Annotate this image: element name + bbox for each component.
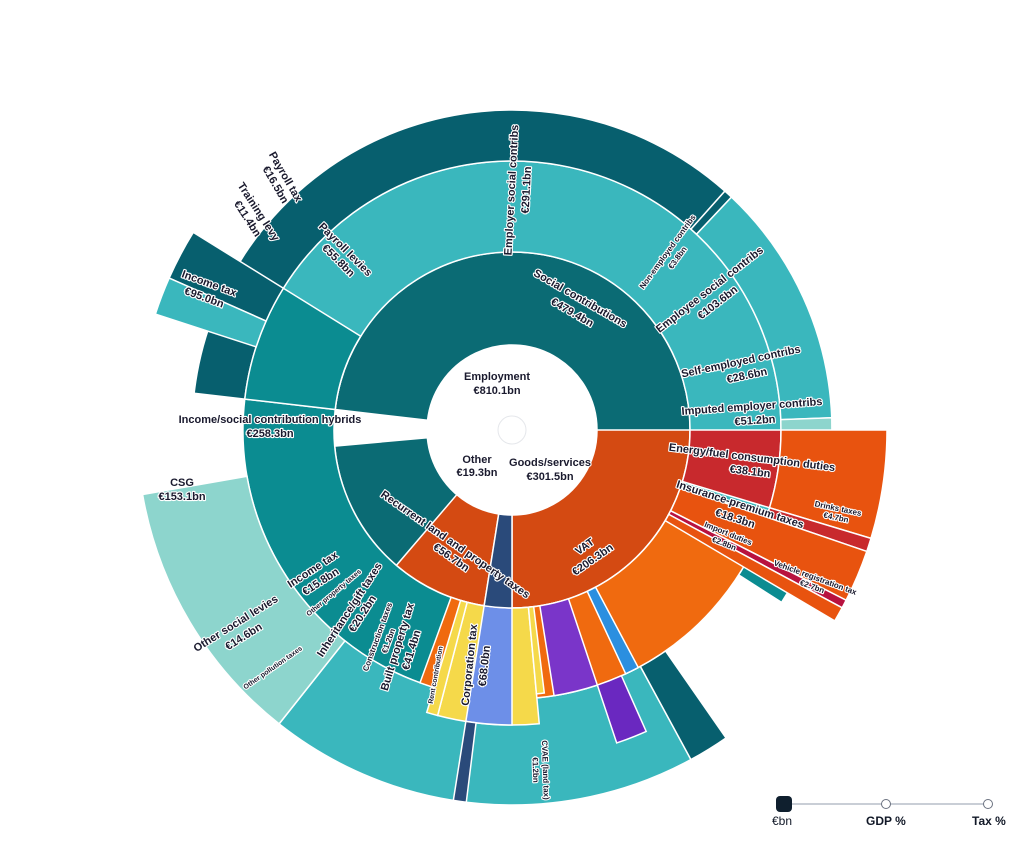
segment-label: €810.1bn [473, 385, 520, 397]
segment-label: €153.1bn [158, 491, 205, 503]
toggle-knob-bn[interactable] [776, 796, 792, 812]
toggle-label-bn[interactable]: €bn [772, 814, 793, 828]
unit-toggle[interactable]: €bn GDP % Tax % [770, 790, 1010, 840]
segment-cnt[interactable] [527, 605, 546, 695]
segment-label: €258.3bn [246, 428, 293, 440]
segment-pl[interactable] [243, 287, 362, 411]
segment-label: Income/social contribution hybrids [179, 414, 362, 426]
toggle-label-gdp[interactable]: GDP % [866, 814, 906, 828]
segment-label: CSG [170, 477, 194, 489]
segment-label: €19.3bn [457, 467, 498, 479]
segment-opt[interactable] [586, 586, 640, 675]
segment-cvae[interactable] [452, 720, 477, 804]
toggle-knob-gdp[interactable] [881, 799, 891, 809]
segment-label: €291.1bn [520, 166, 534, 214]
toggle-knob-tax[interactable] [983, 799, 993, 809]
segment-label: €301.5bn [526, 471, 573, 483]
toggle-label-tax[interactable]: Tax % [972, 814, 1006, 828]
segment-label: €68.0bn [477, 645, 493, 687]
center-hole [497, 415, 527, 445]
segment-ctx[interactable] [483, 513, 513, 609]
segment-label: Other [462, 454, 492, 466]
segment-trl[interactable] [154, 277, 268, 348]
segment-label: Goods/services [509, 457, 591, 469]
segment-label: Employment [464, 371, 530, 383]
segment-label: €1.2bn [530, 757, 540, 783]
segment-ept[interactable] [596, 674, 648, 744]
segment-ptx[interactable] [168, 231, 285, 323]
segments [141, 109, 888, 806]
segment-vrt[interactable] [664, 513, 844, 622]
segment-label: €51.2bn [734, 413, 776, 428]
segment-itx[interactable] [141, 475, 346, 725]
segment-label: CVAE (land tax) [540, 740, 551, 800]
segment-rcn[interactable] [425, 599, 469, 717]
segment-igt[interactable] [538, 597, 599, 697]
